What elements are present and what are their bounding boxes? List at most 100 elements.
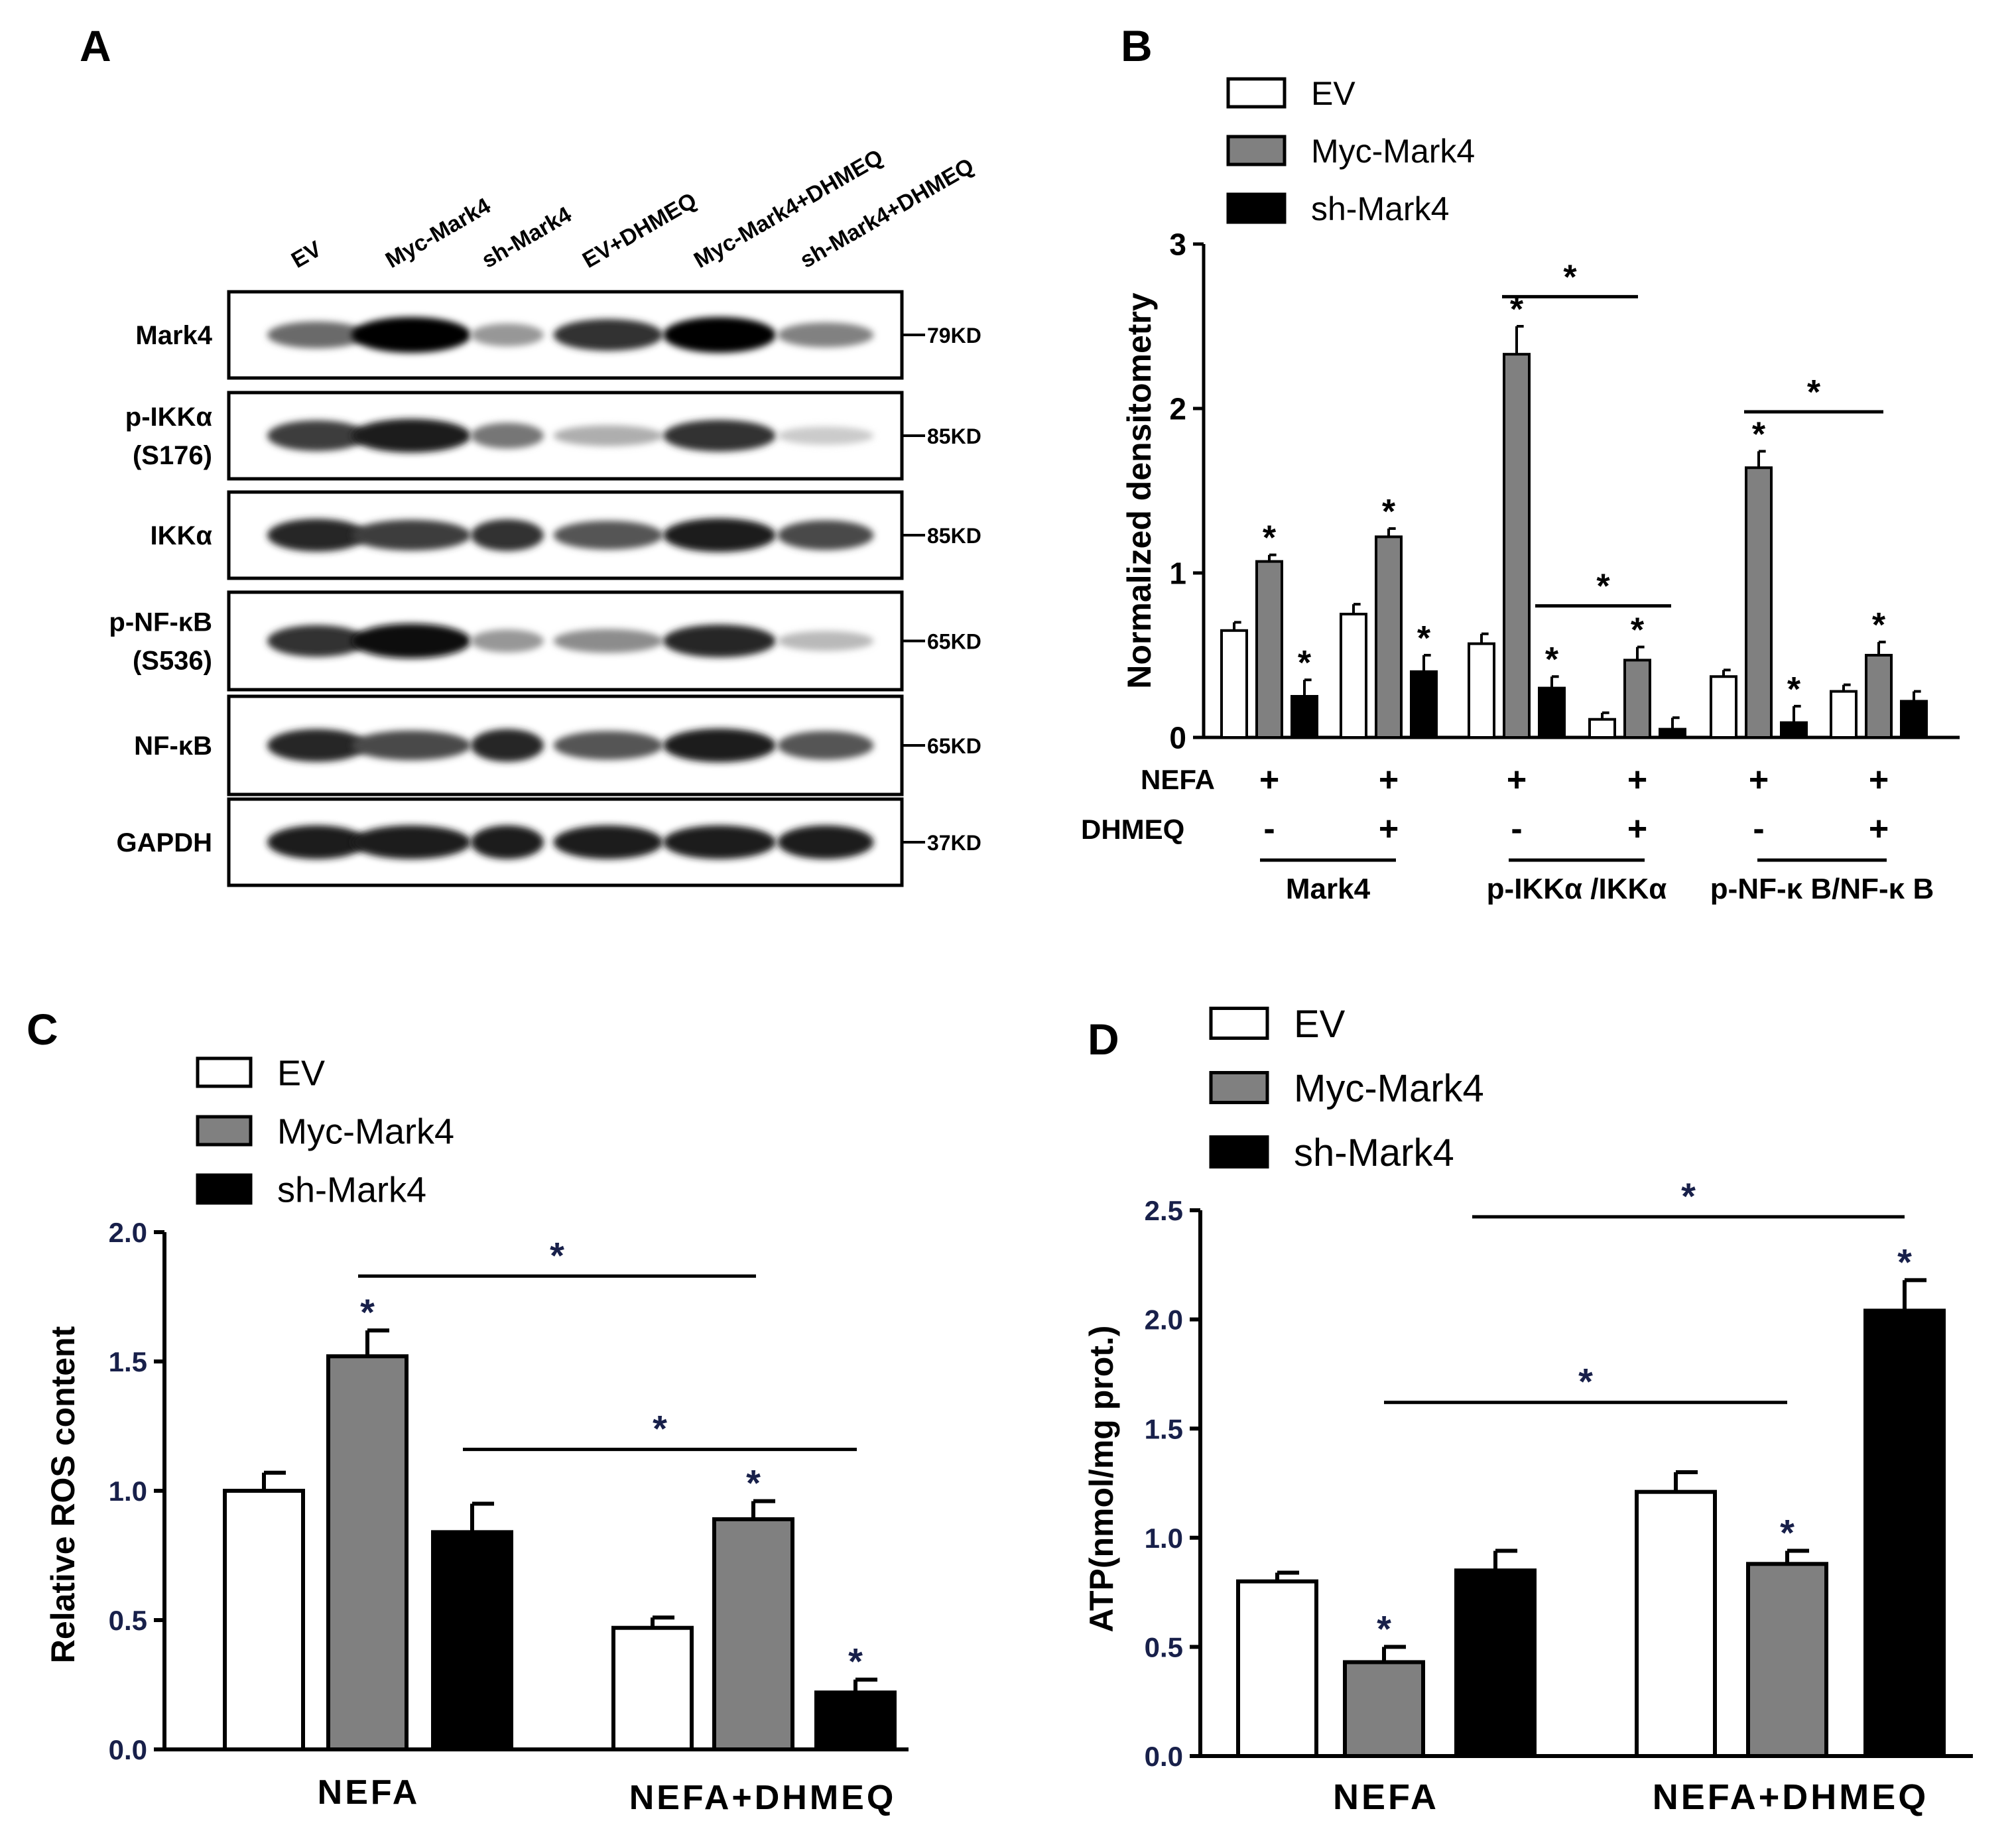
blot-band: [777, 631, 874, 651]
legend-swatch-sh-mark4: [1226, 192, 1287, 224]
blot-band: [267, 420, 367, 452]
blot-row-label: p-NF-κB: [109, 608, 212, 637]
dhmeq-sign: -: [1511, 810, 1522, 848]
y-tick-label: 1.5: [1145, 1413, 1183, 1444]
y-tick-label: 3: [1169, 227, 1186, 262]
legend-label-sh-mark4: sh-Mark4: [277, 1170, 426, 1210]
y-tick-label: 1.0: [109, 1476, 147, 1507]
y-tick-label: 1.0: [1145, 1523, 1183, 1554]
blot-band: [777, 520, 874, 550]
significance-star: *: [1897, 1241, 1912, 1283]
blot-band: [471, 729, 544, 762]
blot-band: [777, 322, 874, 347]
bar-myc-mark4-b-3: [1623, 659, 1651, 739]
significance-star: *: [653, 1408, 667, 1450]
blot-band: [553, 825, 663, 859]
row-label-nefa: NEFA: [1141, 764, 1215, 795]
bar-ev-c-0: [223, 1489, 305, 1751]
y-tick-label: 2.0: [1145, 1304, 1183, 1336]
y-tick-label: 0.0: [109, 1734, 147, 1765]
bar-myc-mark4-c-1: [712, 1517, 794, 1751]
lane-label-ev-dhmeq: EV+DHMEQ: [578, 188, 701, 273]
significance-star: *: [1377, 1607, 1391, 1649]
bar-sh-mark4-b-2: [1538, 686, 1566, 739]
size-marker-label: 65KD: [927, 630, 981, 654]
significance-star: *: [1263, 519, 1277, 558]
blot-band: [471, 422, 544, 449]
bar-myc-mark4-b-1: [1375, 535, 1403, 739]
bar-sh-mark4-b-1: [1410, 670, 1438, 739]
significance-star: *: [1545, 641, 1559, 679]
blot-row-label: Mark4: [135, 321, 212, 350]
significance-star: *: [1807, 373, 1821, 412]
legend-label-ev: EV: [1294, 1003, 1346, 1046]
lane-label-ev: EV: [287, 236, 326, 273]
bar-myc-mark4-b-5: [1865, 654, 1893, 739]
significance-star: *: [1787, 670, 1801, 709]
nefa-sign: +: [1259, 761, 1279, 799]
legend-label-ev: EV: [1311, 75, 1355, 112]
blot-row-label: IKKα: [151, 521, 213, 550]
blot-band: [351, 730, 471, 761]
blot-band: [553, 521, 663, 550]
bar-sh-mark4-b-0: [1291, 695, 1318, 739]
legend-swatch-sh-mark4: [196, 1173, 253, 1205]
blot-band: [267, 825, 367, 859]
blot-band: [471, 323, 544, 347]
dhmeq-sign: +: [1627, 810, 1647, 848]
dhmeq-sign: -: [1263, 810, 1275, 848]
bar-ev-b-2: [1468, 642, 1495, 739]
densitometry-chart: EV Myc-Mark4 sh-Mark4 0 1 2 3 * * * * * * * * * * NEFA DHM…: [1081, 75, 1960, 905]
significance-star: *: [848, 1641, 863, 1682]
blot-row-label: GAPDH: [117, 828, 212, 857]
bar-sh-mark4-b-3: [1659, 727, 1686, 739]
significance-star: *: [1780, 1512, 1795, 1554]
y-tick-label: 0: [1169, 721, 1186, 755]
group-label-mark4: Mark4: [1286, 873, 1371, 905]
x-category-label: NEFA: [318, 1773, 420, 1812]
row-label-dhmeq: DHMEQ: [1081, 814, 1184, 845]
bar-ev-d-1: [1635, 1489, 1717, 1758]
significance-star: *: [1752, 415, 1766, 454]
dhmeq-sign: +: [1869, 810, 1889, 848]
bar-myc-mark4-b-4: [1745, 466, 1773, 739]
blot-row-label: (S176): [133, 441, 212, 470]
blot-band: [267, 321, 367, 349]
blot-band: [663, 728, 776, 763]
panel-label-d: D: [1088, 1015, 1119, 1064]
legend-label-ev: EV: [277, 1053, 325, 1093]
nefa-sign: +: [1379, 761, 1399, 799]
blot-band: [471, 825, 544, 859]
significance-star: *: [1596, 568, 1610, 606]
bar-sh-mark4-b-4: [1780, 721, 1808, 739]
significance-star: *: [360, 1291, 375, 1333]
legend-swatch-ev: [196, 1056, 253, 1088]
dhmeq-sign: +: [1379, 810, 1399, 848]
x-category-label: NEFA: [1333, 1777, 1439, 1817]
y-tick-label: 0.5: [109, 1605, 147, 1636]
x-category-label: NEFA+DHMEQ: [1653, 1777, 1929, 1817]
blot-band: [663, 317, 776, 353]
blot-band: [471, 629, 544, 653]
legend-label-sh-mark4: sh-Mark4: [1311, 190, 1449, 227]
bar-sh-mark4-d-0: [1454, 1568, 1537, 1758]
atp-chart: EV Myc-Mark4 sh-Mark4 0.0 0.5 1.0 1.5 2.0 2.5 * * *…: [1083, 1003, 1973, 1817]
blot-band: [351, 418, 471, 453]
x-category-label: NEFA+DHMEQ: [629, 1779, 897, 1817]
blot-row-label: p-IKKα: [125, 403, 213, 432]
y-tick-label: 2.5: [1145, 1195, 1183, 1226]
blot-band: [471, 519, 544, 551]
legend-label-myc-mark4: Myc-Mark4: [1311, 133, 1475, 170]
y-axis-label: Relative ROS content: [44, 1326, 82, 1663]
y-tick-label: 1.5: [109, 1346, 147, 1377]
bar-sh-mark4-d-1: [1863, 1308, 1946, 1758]
nefa-sign: +: [1869, 761, 1889, 799]
blot-band: [267, 729, 367, 762]
blot-band: [351, 825, 471, 859]
blot-band: [777, 825, 874, 859]
nefa-sign: +: [1749, 761, 1769, 799]
legend-label-myc-mark4: Myc-Mark4: [277, 1111, 454, 1151]
significance-star: *: [1681, 1175, 1696, 1217]
bar-ev-d-0: [1236, 1579, 1318, 1758]
significance-star: *: [1298, 644, 1312, 682]
